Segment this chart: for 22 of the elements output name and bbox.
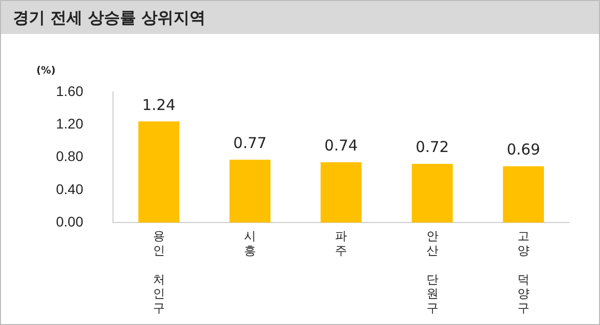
- y-tick-label: 0.00: [56, 213, 84, 230]
- bar: [229, 160, 270, 223]
- data-label: 1.24: [142, 96, 176, 114]
- data-label: 0.72: [416, 138, 449, 156]
- bar: [412, 164, 453, 223]
- bar: [138, 121, 180, 223]
- data-label: 0.74: [324, 136, 358, 155]
- chart-title: 경기 전세 상승률 상위지역: [1, 1, 599, 34]
- bar: [320, 162, 362, 223]
- category-label: 고양 덕양구: [517, 229, 530, 316]
- y-tick-label: 1.20: [56, 116, 84, 132]
- category-label: 용인 처인구: [152, 229, 165, 316]
- x-tick-label: 시흥: [244, 229, 256, 258]
- data-label: 0.69: [506, 140, 540, 159]
- x-tick-label: 파주: [335, 229, 348, 258]
- data-label: 0.77: [233, 134, 267, 152]
- category-label: 안산 단원구: [426, 229, 438, 316]
- bar: [502, 166, 544, 223]
- y-tick-label: 1.60: [56, 82, 84, 99]
- y-tick-label: 0.80: [56, 148, 84, 164]
- y-tick-label: 0.40: [56, 180, 84, 197]
- y-axis-title: (%): [36, 66, 56, 77]
